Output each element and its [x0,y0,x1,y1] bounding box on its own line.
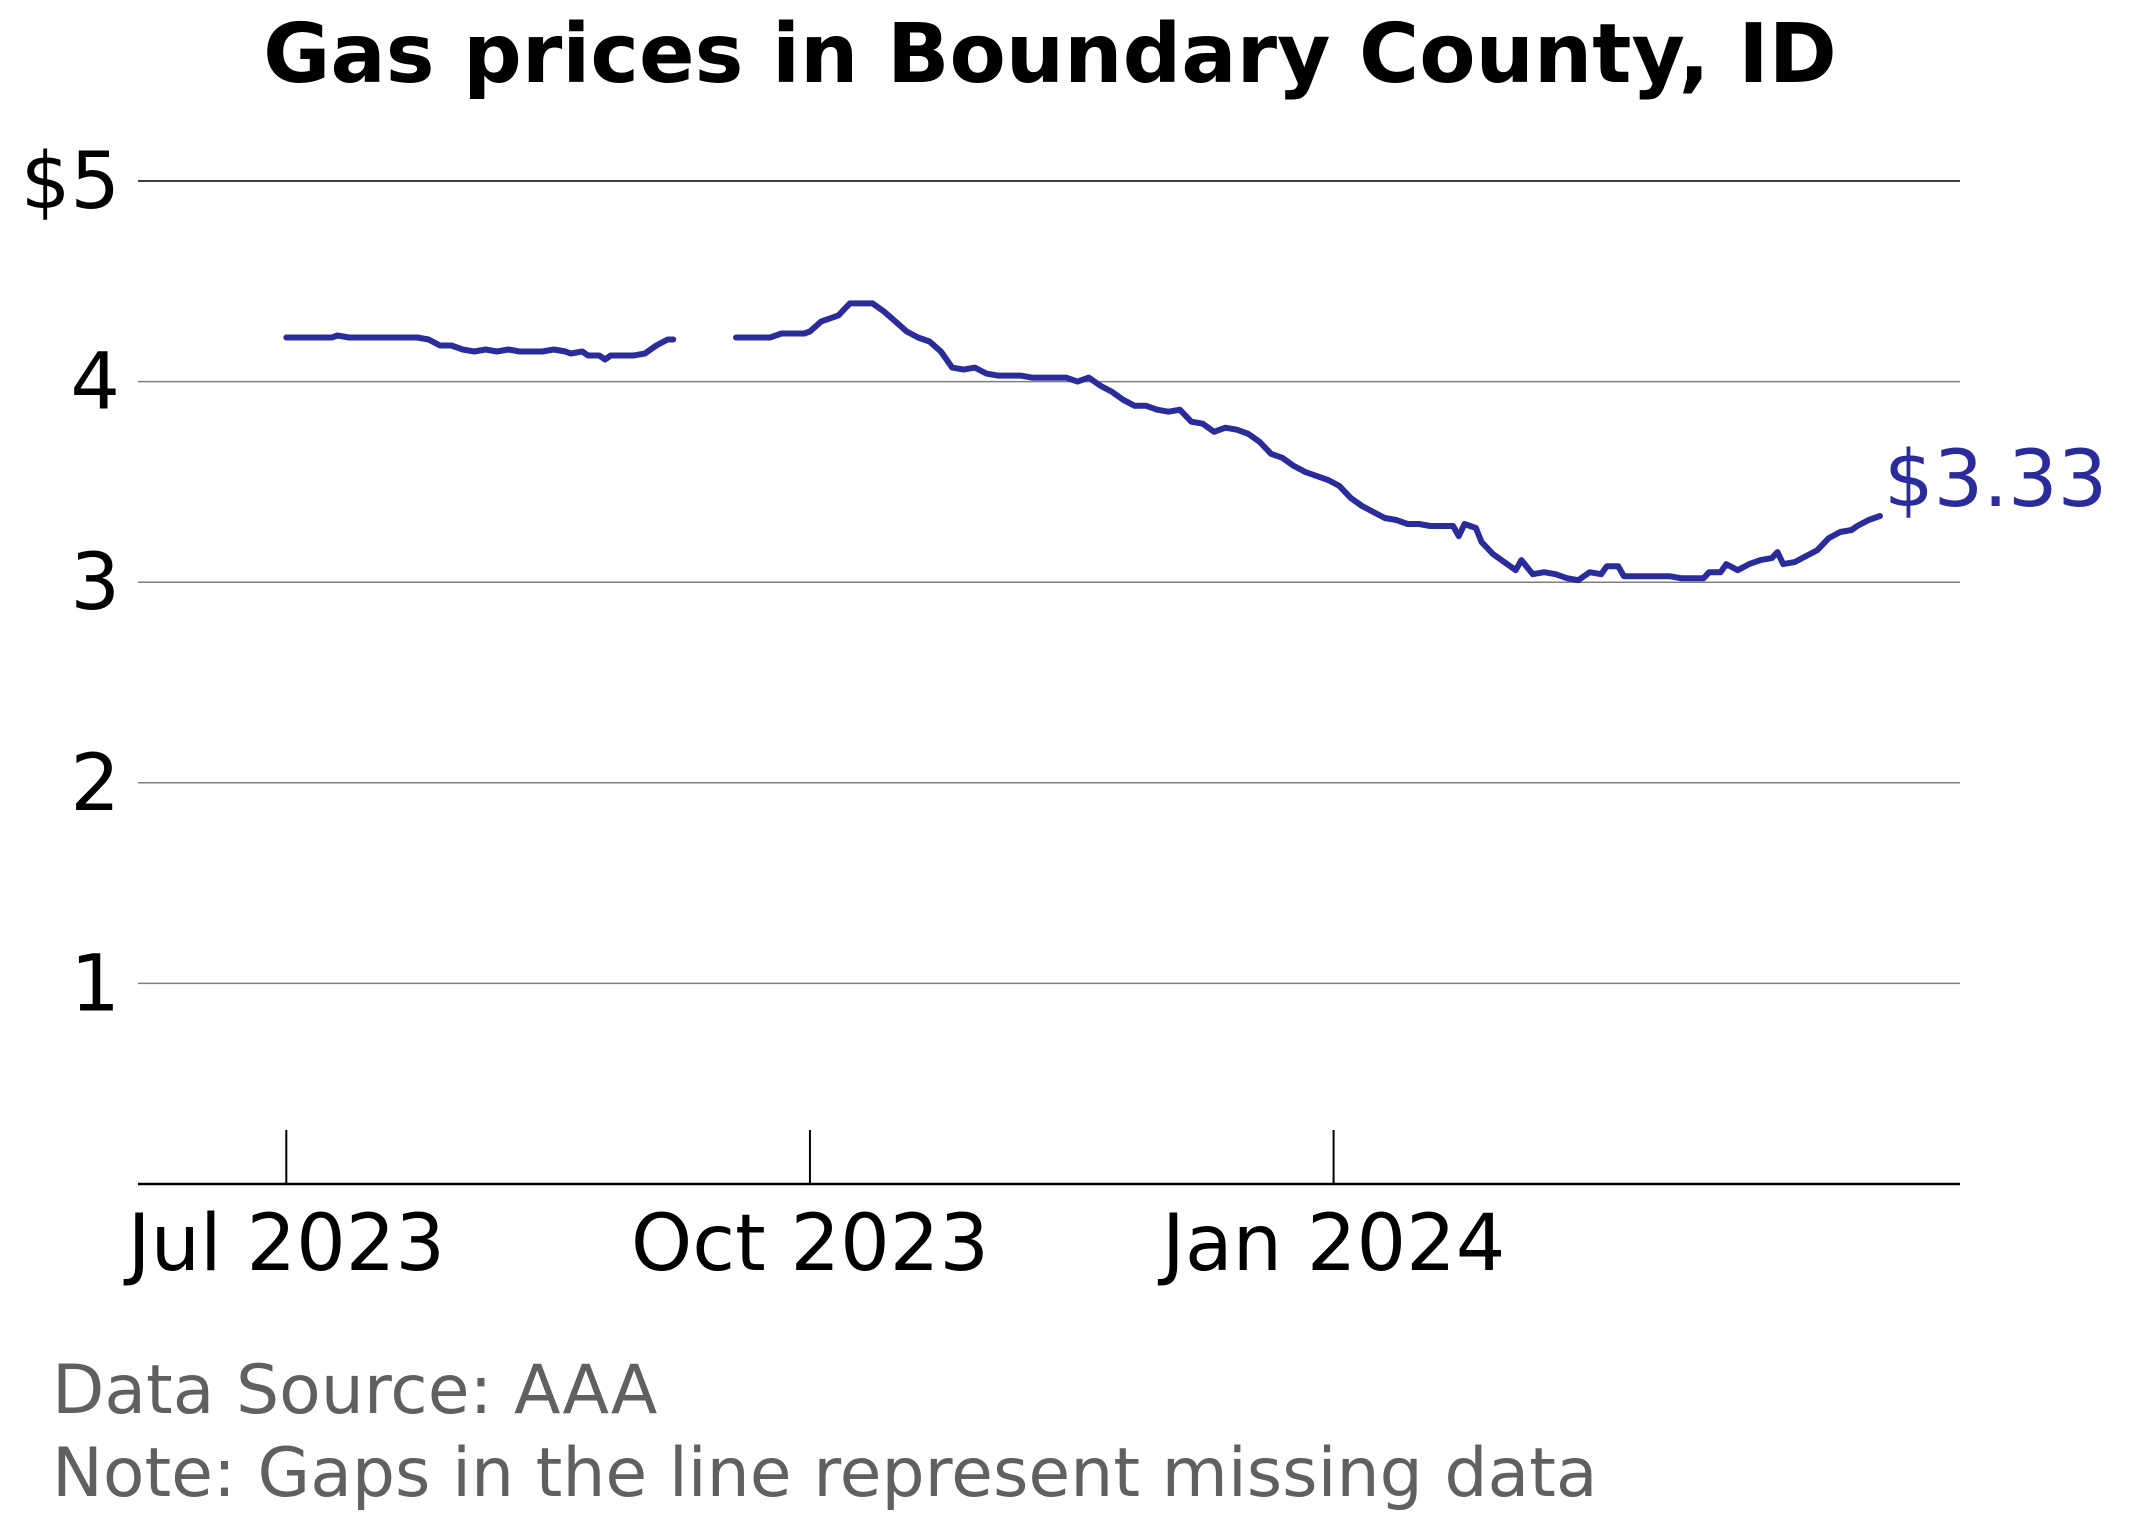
x-tick-label-2: Jan 2024 [1157,1199,1506,1289]
missing-data-note: Note: Gaps in the line represent missing… [52,1434,1598,1513]
y-tick-label-1: 1 [70,939,120,1029]
chart-title: Gas prices in Boundary County, ID [263,7,1837,102]
end-value-label: $3.33 [1884,435,2107,525]
data-source-note: Data Source: AAA [52,1351,657,1430]
y-tick-label-2: 2 [70,739,120,829]
series-line-segment-0 [283,332,677,363]
y-tick-label-4: 4 [70,338,120,428]
price-series [283,300,1883,584]
x-axis: Jul 2023 Oct 2023 Jan 2024 [123,1130,1960,1289]
series-line-segment-1 [733,300,1883,584]
y-axis-ticks: 1 2 3 4 $5 [21,137,120,1029]
grid-lines [138,180,1960,985]
y-tick-label-5: $5 [21,137,120,227]
x-tick-label-1: Oct 2023 [631,1199,989,1289]
x-tick-label-0: Jul 2023 [123,1199,445,1289]
y-tick-label-3: 3 [70,538,120,628]
